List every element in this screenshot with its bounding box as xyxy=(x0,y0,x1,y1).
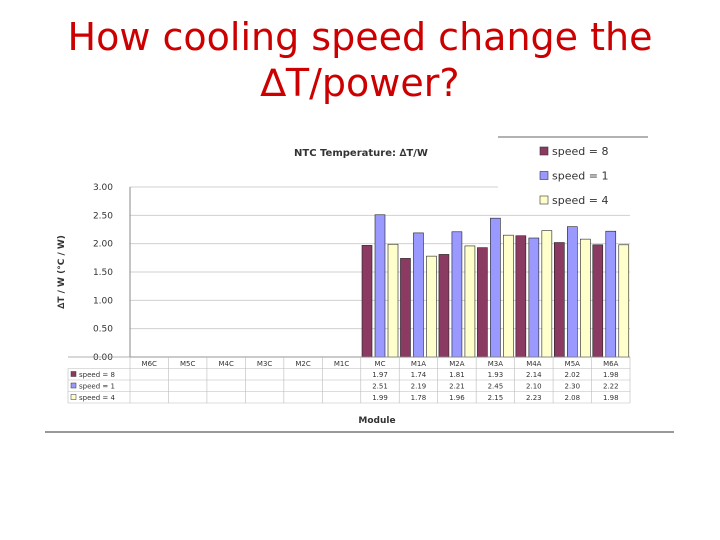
table-series-name: speed = 4 xyxy=(79,394,115,402)
y-tick-label: 2.50 xyxy=(93,211,113,221)
bar-speed-8 xyxy=(554,242,565,358)
x-tick-label: M2C xyxy=(295,360,310,368)
data-label: 2.15 xyxy=(488,394,504,402)
y-tick-label: 0.50 xyxy=(93,325,113,335)
bar-speed-4 xyxy=(426,255,437,358)
y-tick-label: 2.00 xyxy=(93,240,113,250)
bar-speed-4 xyxy=(580,238,591,358)
legend-entry: speed = 4 xyxy=(552,194,608,207)
bar-speed-8 xyxy=(438,254,450,358)
legend-swatch xyxy=(539,171,549,180)
x-tick-label: M3A xyxy=(488,360,503,368)
data-label: 2.21 xyxy=(449,383,465,391)
x-tick-label: M4A xyxy=(526,360,541,368)
x-axis-label: Module xyxy=(358,416,395,426)
data-label: 1.97 xyxy=(372,371,388,379)
data-label: 2.22 xyxy=(603,383,619,391)
legend: speed = 8 speed = 1 speed = 4 xyxy=(498,141,650,209)
data-label: 2.14 xyxy=(526,371,542,379)
table-series-name: speed = 1 xyxy=(79,383,115,391)
bar-speed-1 xyxy=(490,217,501,358)
chart-title: NTC Temperature: ∆T/W xyxy=(294,148,428,159)
table-series-swatch xyxy=(70,382,77,389)
bar-speed-1 xyxy=(413,232,424,358)
legend-swatch xyxy=(539,146,549,156)
bar-speed-1 xyxy=(451,231,463,358)
data-label: 2.45 xyxy=(488,383,504,391)
x-tick-label: M5C xyxy=(180,360,195,368)
data-table: M6C M5C M4C M3C M2C M1C MC M1A M2A M3A M4A M5A M6A sp… xyxy=(67,356,631,404)
y-tick-label: 3.00 xyxy=(93,183,113,193)
legend-swatch xyxy=(539,195,549,205)
slide-title: How cooling speed change the ∆T/power? xyxy=(0,14,720,106)
data-label: 1.81 xyxy=(449,371,465,379)
bar-speed-4 xyxy=(503,234,514,358)
slide-title-line-2: ∆T/power? xyxy=(260,61,460,105)
x-tick-label: M6A xyxy=(603,360,618,368)
x-tick-label: M1C xyxy=(334,360,349,368)
data-label: 1.99 xyxy=(372,394,388,402)
x-tick-label: MC xyxy=(375,360,386,368)
x-tick-label: M6C xyxy=(142,360,157,368)
data-label: 2.23 xyxy=(526,394,542,402)
data-label: 2.51 xyxy=(372,383,388,391)
data-label: 2.30 xyxy=(565,383,581,391)
bar-speed-4 xyxy=(464,245,476,358)
data-label: 2.10 xyxy=(526,383,542,391)
bar-speed-8 xyxy=(400,258,411,358)
x-tick-label: M5A xyxy=(565,360,580,368)
data-label: 1.98 xyxy=(603,394,619,402)
bar-speed-1 xyxy=(528,237,540,358)
bar-speed-8 xyxy=(477,247,488,358)
data-label: 1.98 xyxy=(603,371,619,379)
data-label: 1.78 xyxy=(411,394,427,402)
bar-speed-4 xyxy=(541,230,553,358)
table-series-name: speed = 8 xyxy=(79,371,115,379)
data-label: 1.96 xyxy=(449,394,465,402)
bar-series xyxy=(361,214,630,358)
data-label: 1.74 xyxy=(411,371,427,379)
legend-entry: speed = 1 xyxy=(552,170,608,183)
bar-speed-1 xyxy=(374,214,386,358)
bar-speed-8 xyxy=(592,244,604,358)
legend-background xyxy=(498,141,650,209)
bar-speed-4 xyxy=(618,244,630,358)
data-label: 2.08 xyxy=(565,394,581,402)
y-tick-label: 1.00 xyxy=(93,296,113,306)
y-tick-label: 0.00 xyxy=(93,353,113,363)
legend-entry: speed = 8 xyxy=(552,145,608,158)
bar-speed-1 xyxy=(605,230,617,358)
bar-speed-1 xyxy=(567,226,578,358)
table-series-swatch xyxy=(70,394,77,400)
y-tick-label: 1.50 xyxy=(93,268,113,278)
slide-title-line-1: How cooling speed change the xyxy=(67,15,653,59)
table-series-swatch xyxy=(70,371,77,377)
data-label: 2.02 xyxy=(565,371,581,379)
x-tick-label: M3C xyxy=(257,360,272,368)
x-tick-label: M2A xyxy=(449,360,464,368)
data-label: 2.19 xyxy=(411,383,427,391)
y-axis-label: ∆T / W (°C / W) xyxy=(57,235,67,309)
x-tick-label: M4C xyxy=(218,360,233,368)
bar-speed-4 xyxy=(387,243,399,358)
y-tick-labels: 0.00 0.50 1.00 1.50 2.00 2.50 3.00 xyxy=(93,183,113,363)
data-label: 1.93 xyxy=(488,371,504,379)
x-tick-label: M1A xyxy=(411,360,426,368)
bar-speed-8 xyxy=(515,235,527,358)
bar-speed-8 xyxy=(361,245,373,358)
